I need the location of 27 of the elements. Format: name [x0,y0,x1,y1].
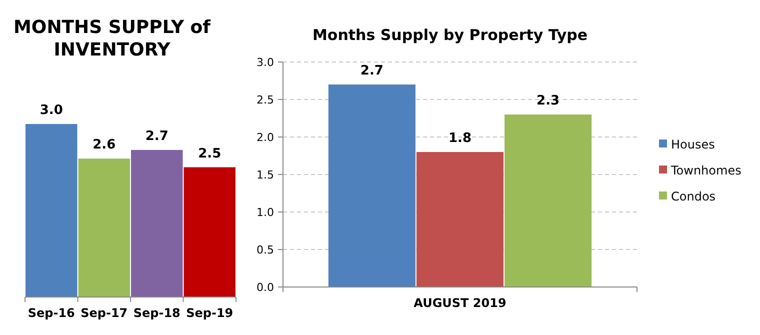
x-tick-label: Sep-16 [28,306,75,320]
x-tick-label: Sep-19 [186,306,234,320]
data-label: 2.7 [360,64,384,78]
data-label: 2.6 [92,138,116,153]
x-tick-label: Sep-18 [133,306,180,320]
chart-title: Months Supply by Property Type [312,26,588,44]
data-label: 1.8 [448,131,472,146]
data-label: 2.7 [145,128,168,144]
legend-label: Townhomes [670,164,742,178]
y-tick-label: 1.0 [256,206,274,219]
x-tick-label: Sep-17 [80,306,128,320]
y-tick-label: 0.5 [256,243,274,256]
y-tick-label: 3.0 [256,56,274,69]
data-label: 2.3 [536,94,560,108]
y-tick-label: 2.5 [256,93,274,106]
data-label: 2.5 [198,146,222,162]
bar [416,152,504,287]
legend-label: Condos [671,190,716,204]
legend-label: Houses [671,138,715,152]
data-label: 3.0 [40,103,63,118]
y-tick-label: 1.5 [256,168,274,182]
x-tick-label: AUGUST 2019 [414,296,506,310]
chart-title: MONTHS SUPPLY of INVENTORY [14,17,211,60]
bar [504,114,592,287]
y-tick-label: 0.0 [256,280,274,294]
y-tick-label: 2.0 [256,130,274,144]
bar [328,84,416,287]
